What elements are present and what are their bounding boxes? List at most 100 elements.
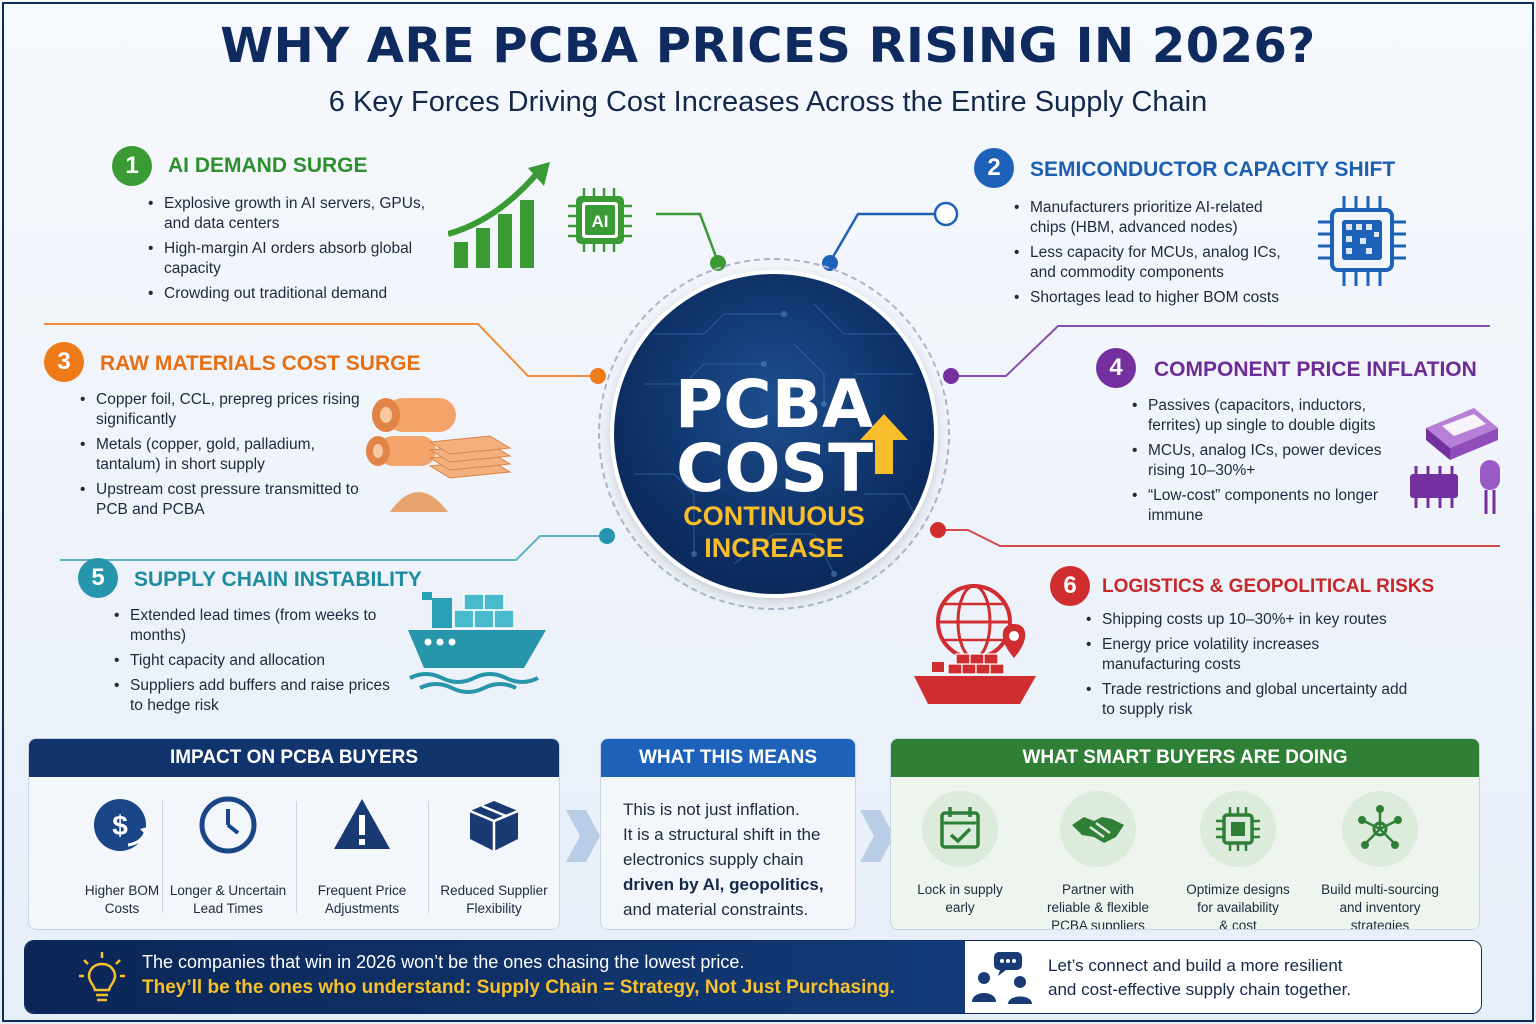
force-5-bullet: Tight capacity and allocation [112, 651, 392, 671]
smart-label-line: & cost [1219, 918, 1257, 930]
clock-icon [199, 796, 257, 854]
force-2-number: 2 [974, 148, 1014, 188]
force-3-bullet: Upstream cost pressure transmitted to PC… [78, 480, 360, 520]
hub-subtext: CONTINUOUS INCREASE [614, 500, 934, 564]
force-6-bullet: Energy price volatility increases manufa… [1084, 635, 1414, 675]
force-4-number: 4 [1096, 348, 1136, 388]
means-line: This is not just inflation. [623, 800, 800, 819]
calendar-check-icon [922, 791, 998, 867]
force-6-bullet: Trade restrictions and global uncertaint… [1084, 680, 1414, 720]
smart-label-line: PCBA suppliers [1051, 918, 1145, 930]
smart-label: Optimize designs for availability & cost [1173, 881, 1303, 930]
force-5-heading: SUPPLY CHAIN INSTABILITY [134, 568, 422, 591]
force-4-bullet: “Low-cost” components no longer immune [1130, 486, 1410, 526]
warning-icon [334, 799, 390, 849]
force-2-heading: SEMICONDUCTOR CAPACITY SHIFT [1030, 158, 1396, 181]
divider [162, 801, 163, 913]
globe-ship-location-icon [914, 584, 1036, 704]
force-1-bullets: Explosive growth in AI servers, GPUs, an… [146, 194, 436, 309]
impact-label-line: Frequent Price [317, 883, 407, 898]
force-2-bullet: Less capacity for MCUs, analog ICs, and … [1012, 243, 1302, 283]
force-3-number: 3 [44, 342, 84, 382]
force-5-number: 5 [78, 558, 118, 598]
impact-label: Longer & Uncertain Lead Times [163, 882, 293, 918]
smart-item-partner: Partner with reliable & flexible PCBA supp… [1033, 791, 1163, 930]
smart-label-line: Lock in supply [917, 882, 1003, 897]
impact-label-line: Flexibility [466, 901, 522, 916]
smart-label: Lock in supply early [895, 881, 1025, 917]
means-heading: WHAT THIS MEANS [601, 739, 855, 777]
hub-ring [598, 258, 950, 610]
impact-item-price-adjustments: Frequent Price Adjustments [297, 795, 427, 918]
chip-icon [1200, 791, 1276, 867]
force-4-heading: COMPONENT PRICE INFLATION [1154, 358, 1477, 381]
chevron-right-icon [566, 810, 600, 862]
svg-text:AI: AI [592, 212, 609, 231]
force-1-bullet: Crowding out traditional demand [146, 284, 436, 304]
up-arrow-icon [860, 414, 908, 474]
dollar-cost-icon: $ [94, 799, 148, 851]
copper-rolls-icon [366, 398, 512, 512]
smart-item-multi-sourcing: Build multi-sourcing and inventory strateg… [1315, 791, 1445, 930]
impact-label: Reduced Supplier Flexibility [429, 882, 559, 918]
force-5-bullet: Suppliers add buffers and raise prices t… [112, 676, 392, 716]
impact-item-bom: $ Higher BOM Costs [57, 795, 187, 918]
smart-label-line: Optimize designs [1186, 882, 1290, 897]
means-line: electronics supply chain [623, 850, 804, 869]
impact-label: Frequent Price Adjustments [297, 882, 427, 918]
smart-label-line: for availability [1197, 900, 1279, 915]
smart-label-line: reliable & flexible [1046, 900, 1150, 915]
impact-label-line: Adjustments [324, 901, 400, 916]
pcba-cost-hub: PCBA COST CONTINUOUS INCREASE [614, 274, 934, 594]
force-4-bullets: Passives (capacitors, inductors, ferrite… [1130, 396, 1410, 531]
growth-chart-ai-chip-icon: AI [448, 162, 632, 268]
impact-label: Higher BOM Costs [57, 882, 187, 918]
handshake-icon [1060, 791, 1136, 867]
force-2-bullets: Manufacturers prioritize AI-related chip… [1012, 198, 1302, 313]
footer-cta-line: and cost-effective supply chain together… [1048, 980, 1352, 999]
footer-right [965, 941, 1481, 1013]
force-3-bullet: Copper foil, CCL, prepreg prices rising … [78, 390, 360, 430]
impact-label-line: Lead Times [193, 901, 263, 916]
cargo-ship-icon [408, 592, 546, 694]
smart-buyers-panel: WHAT SMART BUYERS ARE DOING Lock in supp… [890, 738, 1480, 930]
impact-heading: IMPACT ON PCBA BUYERS [29, 739, 559, 777]
smart-label-line: strategies [1350, 918, 1410, 930]
circuit-pattern [634, 303, 915, 577]
means-text: This is not just inflation. It is a stru… [623, 797, 853, 922]
impact-label-line: Reduced Supplier [440, 883, 548, 898]
force-6-bullet: Shipping costs up 10–30%+ in key routes [1084, 610, 1414, 630]
force-1-bullet: Explosive growth in AI servers, GPUs, an… [146, 194, 436, 234]
smart-heading: WHAT SMART BUYERS ARE DOING [891, 739, 1479, 777]
impact-label-line: Higher BOM [84, 883, 160, 898]
force-6-bullets: Shipping costs up 10–30%+ in key routes … [1084, 610, 1414, 725]
means-line: driven by AI, geopolitics, [623, 875, 824, 894]
force-6-number: 6 [1050, 566, 1090, 606]
means-line: and material constraints. [623, 900, 809, 919]
force-3-heading: RAW MATERIALS COST SURGE [100, 352, 421, 375]
force-4-bullet: MCUs, analog ICs, power devices rising 1… [1130, 441, 1410, 481]
force-2-bullet: Manufacturers prioritize AI-related chip… [1012, 198, 1302, 238]
force-1-bullet: High-margin AI orders absorb global capa… [146, 239, 436, 279]
force-3-bullet: Metals (copper, gold, palladium, tantalu… [78, 435, 360, 475]
team-chat-icon [972, 952, 1032, 1004]
smart-label: Partner with reliable & flexible PCBA supp… [1033, 881, 1163, 930]
smart-label: Build multi-sourcing and inventory strateg… [1315, 881, 1445, 930]
force-4-bullet: Passives (capacitors, inductors, ferrite… [1130, 396, 1410, 436]
smart-item-optimize: Optimize designs for availability & cost [1173, 791, 1303, 930]
impact-item-lead-times: Longer & Uncertain Lead Times [163, 795, 293, 918]
hub-continuous: CONTINUOUS [683, 501, 865, 531]
force-1-number: 1 [112, 146, 152, 186]
impact-item-flexibility: Reduced Supplier Flexibility [429, 795, 559, 918]
smart-label-line: early [945, 900, 975, 915]
svg-text:$: $ [112, 810, 128, 841]
smart-label-line: Partner with [1061, 882, 1135, 897]
force-2-bullet: Shortages lead to higher BOM costs [1012, 288, 1302, 308]
page-subtitle: 6 Key Forces Driving Cost Increases Acro… [328, 86, 1208, 118]
force-6-heading: LOGISTICS & GEOPOLITICAL RISKS [1102, 576, 1435, 597]
smart-label-line: and inventory [1339, 900, 1421, 915]
impact-label-line: Longer & Uncertain [169, 883, 287, 898]
force-5-bullet: Extended lead times (from weeks to month… [112, 606, 392, 646]
hub-pcba: PCBA [674, 366, 874, 443]
